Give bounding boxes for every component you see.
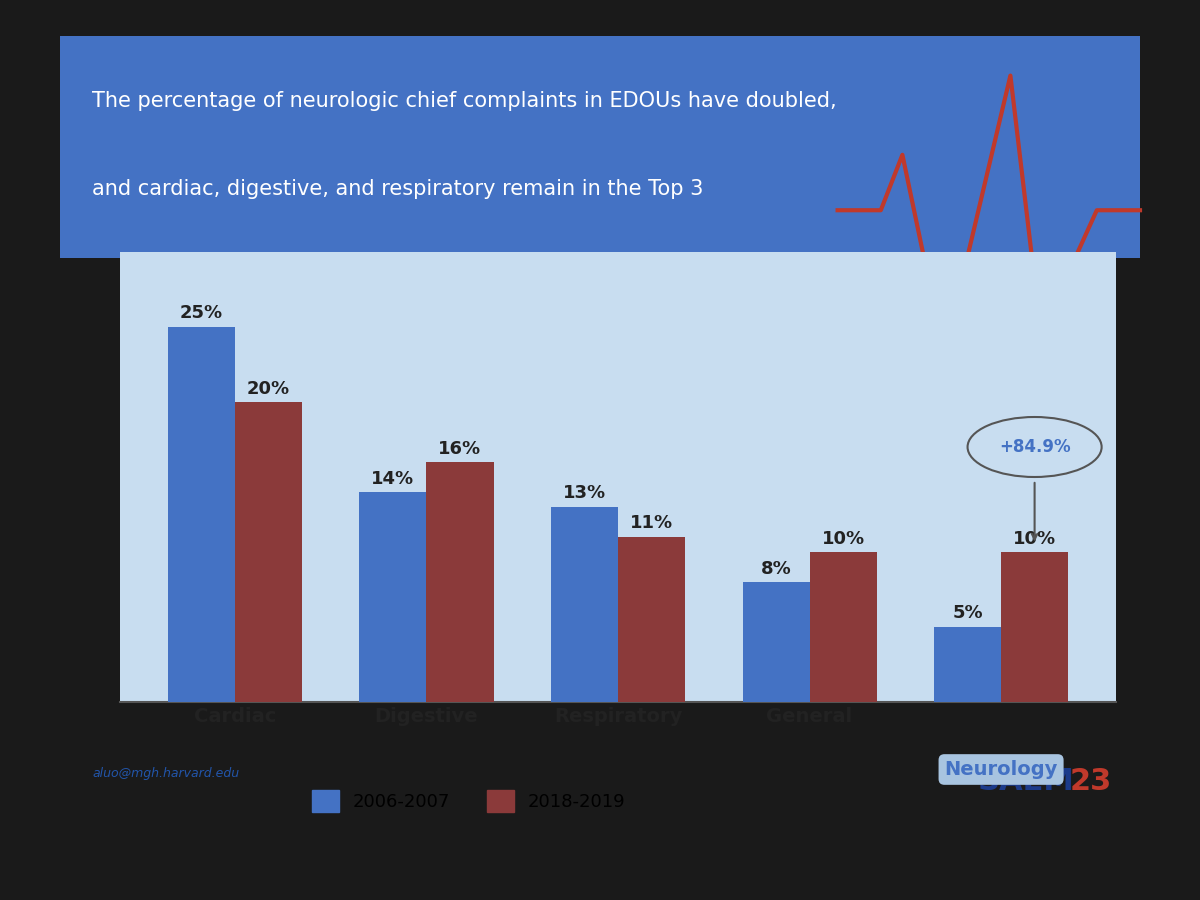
Bar xyxy=(1001,552,1068,702)
Text: Neurology: Neurology xyxy=(944,760,1057,779)
Text: 11%: 11% xyxy=(630,515,673,533)
Text: and cardiac, digestive, and respiratory remain in the Top 3: and cardiac, digestive, and respiratory … xyxy=(92,178,703,199)
Bar xyxy=(168,327,235,702)
Text: 10%: 10% xyxy=(1013,529,1056,547)
Text: The percentage of neurologic chief complaints in EDOUs have doubled,: The percentage of neurologic chief compl… xyxy=(92,92,838,112)
Text: 13%: 13% xyxy=(563,484,606,502)
Text: aluo@mgh.harvard.edu: aluo@mgh.harvard.edu xyxy=(92,768,240,780)
Text: +84.9%: +84.9% xyxy=(998,438,1070,456)
Bar xyxy=(426,462,493,702)
FancyBboxPatch shape xyxy=(60,36,1140,257)
Bar xyxy=(235,402,302,702)
Text: SAEM: SAEM xyxy=(978,768,1075,796)
Legend: 2006-2007, 2018-2019: 2006-2007, 2018-2019 xyxy=(305,782,632,819)
Bar xyxy=(810,552,876,702)
Bar xyxy=(743,582,810,702)
Ellipse shape xyxy=(967,417,1102,477)
Text: 20%: 20% xyxy=(247,380,290,398)
Bar xyxy=(551,507,618,702)
Text: 14%: 14% xyxy=(371,470,414,488)
Bar xyxy=(618,537,685,702)
Text: 5%: 5% xyxy=(953,605,983,623)
Bar xyxy=(360,492,426,702)
Text: 23: 23 xyxy=(1070,768,1112,796)
Text: 16%: 16% xyxy=(438,439,481,457)
Text: 8%: 8% xyxy=(761,560,791,578)
Bar xyxy=(934,627,1001,702)
Text: 25%: 25% xyxy=(180,304,223,322)
Text: 10%: 10% xyxy=(822,529,865,547)
